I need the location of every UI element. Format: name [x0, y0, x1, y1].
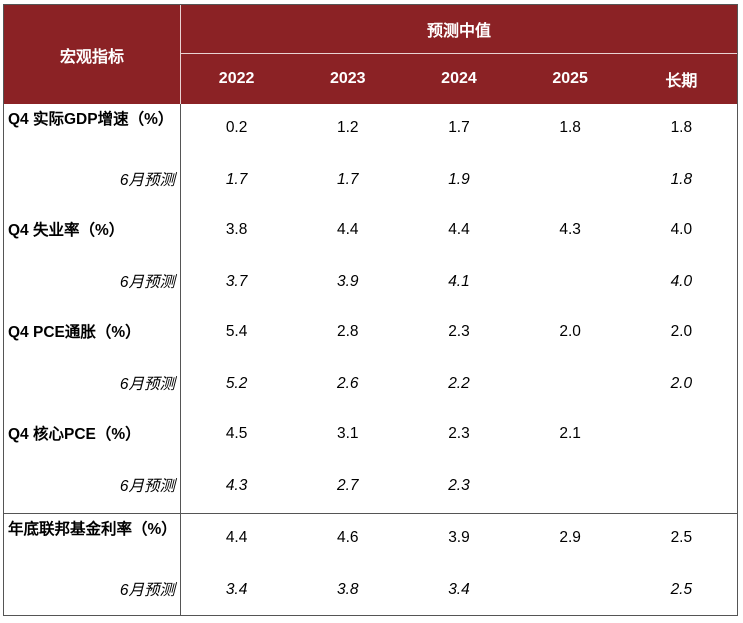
subrow-label: 6月预测: [119, 581, 175, 599]
cell-value: 3.4: [448, 581, 470, 598]
cell-value: 1.8: [559, 119, 581, 136]
cell-value: 5.4: [225, 323, 248, 340]
cell-value: 4.0: [670, 273, 693, 290]
cell-value: 3.7: [225, 273, 248, 290]
table-subrow: 6月预测 3.4 3.8 3.4 2.5: [4, 565, 737, 616]
cell-value: 2.5: [670, 529, 693, 546]
cell-value: 4.0: [670, 221, 693, 238]
subrow-label: 6月预测: [119, 375, 175, 393]
cell-value: 1.9: [448, 171, 470, 188]
cell-value: 2.8: [337, 323, 359, 340]
cell-value: 3.4: [225, 581, 248, 598]
cell-value: 2.5: [670, 581, 693, 598]
cell-value: 1.8: [670, 171, 693, 188]
cell-value: [515, 565, 626, 616]
table-row: Q4 实际GDP增速（%） 0.2 1.2 1.7 1.8 1.8: [4, 104, 737, 155]
cell-value: 2.3: [448, 425, 470, 442]
cell-value: [515, 155, 626, 206]
row-label: Q4 PCE通胀（%）: [8, 324, 141, 341]
cell-value: [515, 461, 626, 512]
cell-value: 4.3: [225, 477, 248, 494]
cell-value: [626, 410, 737, 461]
cell-value: 2.9: [559, 529, 581, 546]
section-divider: [4, 513, 737, 514]
cell-value: 2.3: [448, 477, 470, 494]
table-subrow: 6月预测 5.2 2.6 2.2 2.0: [4, 359, 737, 410]
cell-value: 2.0: [559, 323, 581, 340]
col-header-2025: 2025: [552, 70, 588, 87]
row-label: Q4 核心PCE（%）: [8, 426, 141, 443]
col-header-2023: 2023: [329, 70, 366, 87]
cell-value: 1.2: [337, 119, 359, 136]
row-label: 年底联邦基金利率（%）: [8, 521, 177, 538]
cell-value: [515, 257, 626, 308]
subrow-label: 6月预测: [119, 171, 175, 189]
table-subrow: 6月预测 3.7 3.9 4.1 4.0: [4, 257, 737, 308]
year-column-headers: 2022 2023 2024 2025 长期: [181, 54, 737, 104]
cell-value: 5.2: [225, 375, 248, 392]
table-row: 年底联邦基金利率（%） 4.4 4.6 3.9 2.9 2.5: [4, 514, 737, 565]
cell-value: 4.5: [225, 425, 248, 442]
table-subrow: 6月预测 1.7 1.7 1.9 1.8: [4, 155, 737, 206]
subrow-label: 6月预测: [119, 477, 175, 495]
table-subrow: 6月预测 4.3 2.7 2.3: [4, 461, 737, 512]
indicator-column-header: 宏观指标: [59, 48, 124, 66]
cell-value: 4.4: [448, 221, 470, 238]
header-rule: [181, 53, 737, 54]
cell-value: 1.7: [448, 119, 470, 136]
cell-value: [626, 461, 737, 512]
table-row: Q4 PCE通胀（%） 5.4 2.8 2.3 2.0 2.0: [4, 308, 737, 359]
cell-value: 2.0: [670, 323, 693, 340]
table-header: 宏观指标 预测中值 2022 2023 2024 2025 长期: [4, 5, 737, 104]
table-row: Q4 核心PCE（%） 4.5 3.1 2.3 2.1: [4, 410, 737, 461]
label-column-divider: [180, 104, 181, 615]
cell-value: 3.9: [337, 273, 359, 290]
cell-value: 2.3: [448, 323, 470, 340]
col-header-2022: 2022: [218, 70, 255, 87]
cell-value: 3.8: [225, 221, 248, 238]
median-forecast-group-header: 预测中值: [426, 23, 491, 40]
cell-value: 1.8: [670, 119, 693, 136]
cell-value: 0.2: [225, 119, 248, 136]
cell-value: 1.7: [337, 171, 359, 188]
cell-value: 3.8: [337, 581, 359, 598]
cell-value: 3.9: [448, 529, 470, 546]
cell-value: 1.7: [225, 171, 248, 188]
cell-value: 2.7: [337, 477, 359, 494]
row-label: Q4 失业率（%）: [8, 222, 125, 239]
cell-value: 2.2: [448, 375, 470, 392]
cell-value: 4.4: [225, 529, 248, 546]
cell-value: 3.1: [337, 425, 359, 442]
col-header-long-run: 长期: [665, 73, 698, 90]
cell-value: 4.4: [337, 221, 359, 238]
row-label: Q4 实际GDP增速（%）: [8, 111, 174, 128]
cell-value: 2.0: [670, 375, 693, 392]
cell-value: 4.1: [448, 273, 470, 290]
forecast-table: 宏观指标 预测中值 2022 2023 2024 2025 长期 Q4 实际GD…: [3, 4, 738, 616]
cell-value: 2.6: [337, 375, 359, 392]
col-header-2024: 2024: [441, 70, 477, 87]
cell-value: 4.3: [559, 221, 581, 238]
table-row: Q4 失业率（%） 3.8 4.4 4.4 4.3 4.0: [4, 206, 737, 257]
subrow-label: 6月预测: [119, 273, 175, 291]
header-divider: [180, 5, 181, 104]
cell-value: 4.6: [337, 529, 359, 546]
cell-value: 2.1: [559, 425, 581, 442]
cell-value: [515, 359, 626, 410]
